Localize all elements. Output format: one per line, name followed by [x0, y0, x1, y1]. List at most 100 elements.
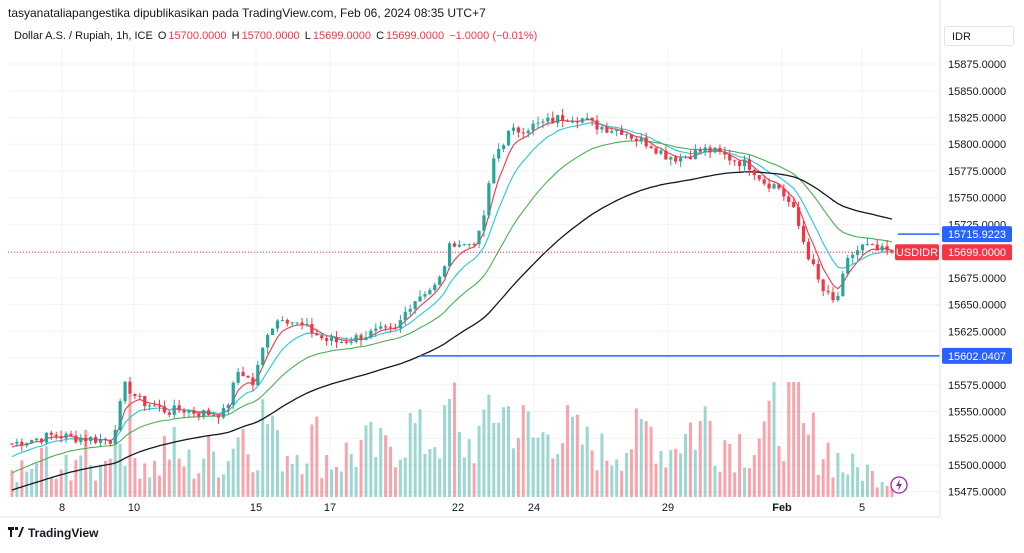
volume-bar	[585, 426, 589, 497]
volume-bar	[108, 458, 112, 497]
candle-body	[875, 244, 879, 251]
volume-bar	[654, 463, 658, 497]
volume-bar	[438, 458, 442, 497]
candle-body	[521, 132, 525, 134]
volume-bar	[752, 455, 756, 497]
candle-body	[266, 335, 270, 348]
candle-body	[757, 175, 761, 180]
candle-body	[285, 320, 289, 324]
candle-body	[482, 215, 486, 231]
volume-bar	[723, 440, 727, 497]
candle-body	[497, 149, 501, 159]
candle-body	[236, 371, 240, 383]
volume-bar	[334, 466, 338, 497]
volume-bar	[841, 472, 845, 497]
volume-bar	[393, 467, 397, 497]
y-tick-label: 15525.0000	[948, 433, 1006, 445]
volume-bar	[826, 442, 830, 497]
volume-bar	[856, 467, 860, 497]
volume-bar	[457, 431, 461, 497]
candle-body	[679, 157, 683, 162]
volume-bar	[143, 463, 147, 497]
candle-body	[580, 118, 584, 123]
volume-bar	[389, 446, 393, 497]
volume-bar	[738, 433, 742, 497]
candle-body	[885, 246, 889, 251]
candle-body	[708, 147, 712, 153]
volume-bar	[669, 449, 673, 497]
candle-body	[388, 326, 393, 328]
candle-body	[462, 244, 466, 246]
candle-body	[69, 433, 73, 436]
volume-bar	[94, 480, 98, 497]
y-tick-label: 15875.0000	[948, 59, 1006, 71]
price-label-box	[942, 244, 1012, 261]
volume-bar	[462, 457, 466, 497]
candle-body	[826, 290, 830, 293]
volume-bar	[192, 478, 196, 497]
volume-bar	[649, 426, 653, 497]
candle-body	[477, 230, 481, 245]
volume-bar	[74, 460, 78, 497]
volume-bar	[664, 467, 668, 497]
candle-body	[133, 393, 137, 396]
volume-bar	[408, 412, 412, 497]
candle-body	[639, 137, 643, 141]
candle-body	[796, 207, 801, 226]
volume-bar	[187, 449, 191, 497]
volume-bar	[207, 436, 211, 497]
candle-body	[349, 341, 353, 343]
candle-body	[379, 326, 383, 329]
candle-body	[851, 254, 855, 258]
brand-name: TradingView	[28, 526, 99, 540]
volume-bar	[546, 434, 550, 497]
candle-body	[413, 301, 417, 309]
volume-bar	[98, 464, 102, 497]
currency-selector[interactable]: IDR	[944, 26, 1014, 46]
candle-body	[157, 405, 162, 407]
candle-body	[880, 246, 884, 251]
y-tick-label: 15625.0000	[948, 326, 1006, 338]
tradingview-brand[interactable]: TradingView	[8, 526, 98, 540]
x-tick-label: 8	[59, 502, 65, 514]
x-tick-label: 29	[662, 502, 674, 514]
volume-bar	[197, 473, 201, 497]
candle-body	[364, 337, 368, 341]
volume-bar	[802, 423, 806, 497]
volume-bar	[806, 434, 810, 497]
price-label-text: 15715.9223	[948, 229, 1006, 241]
volume-bar	[693, 450, 697, 497]
candle-body	[54, 434, 58, 437]
candle-body	[659, 150, 663, 154]
candle-body	[49, 432, 53, 435]
volume-bar	[10, 470, 14, 497]
candle-body	[74, 435, 78, 443]
volume-bar	[49, 477, 53, 497]
volume-bar	[570, 416, 574, 497]
candle-body	[841, 273, 845, 296]
candle-body	[226, 404, 230, 409]
candle-body	[718, 147, 722, 152]
plot-background	[8, 48, 940, 497]
volume-bar	[777, 445, 781, 497]
volume-bar	[747, 468, 751, 497]
volume-bar	[620, 470, 624, 497]
candle-body	[128, 381, 132, 394]
volume-bar	[216, 477, 220, 497]
volume-bar	[25, 471, 29, 497]
candle-body	[290, 322, 294, 324]
publish-caption: tasyanataliapangestika dipublikasikan pa…	[8, 6, 486, 20]
candle-body	[511, 127, 516, 131]
candle-body	[506, 130, 511, 146]
candle-body	[261, 347, 265, 365]
candle-body	[182, 410, 186, 413]
candle-body	[811, 259, 815, 264]
candle-body	[310, 323, 314, 334]
candle-body	[103, 438, 108, 441]
volume-bar	[354, 466, 358, 497]
volume-bar	[280, 471, 284, 497]
y-tick-label: 15475.0000	[948, 487, 1006, 499]
candle-body	[801, 225, 806, 242]
